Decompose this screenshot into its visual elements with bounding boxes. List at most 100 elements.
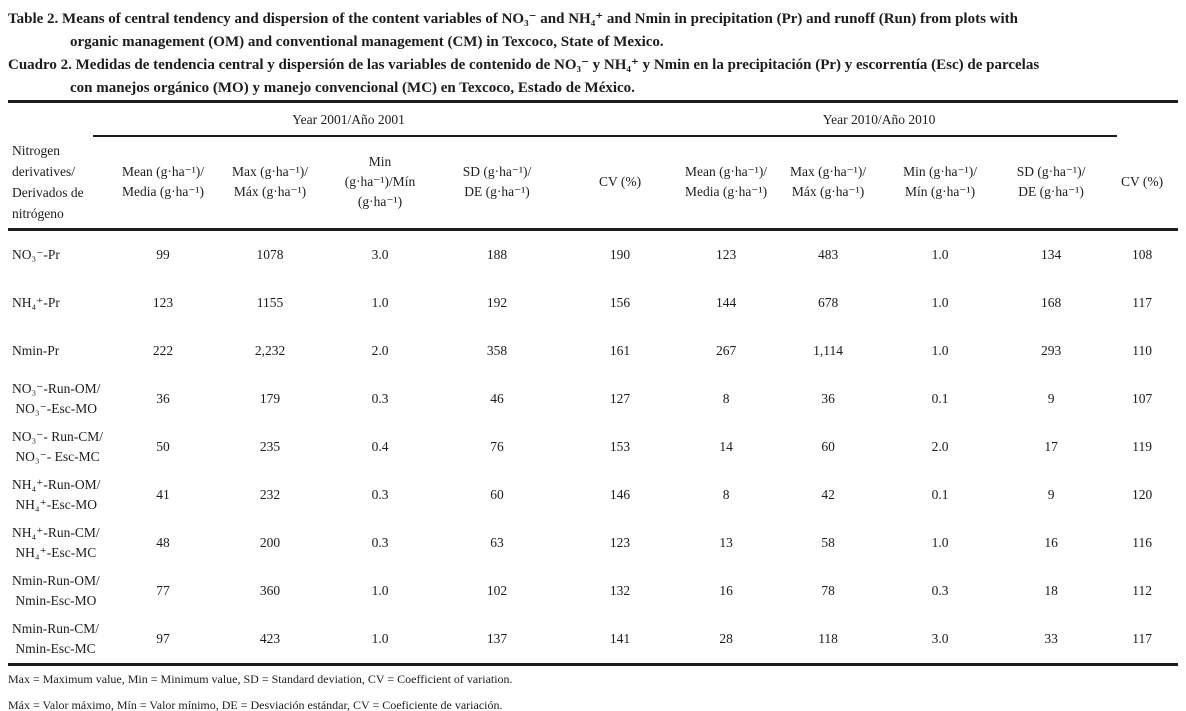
table-row: Nmin-Pr 222 2,232 2.0 358 161 267 1,114 … — [8, 327, 1178, 375]
value-cell: 77 — [156, 583, 170, 598]
value-cell: 146 — [609, 487, 631, 502]
column-header-max-2001: Max (g·ha⁻¹)/ Máx (g·ha⁻¹) — [214, 136, 326, 231]
value-cell: 16 — [719, 583, 733, 598]
value-cell: 36 — [821, 391, 835, 406]
year-header-row: Year 2001/Año 2001 Year 2010/Año 2010 — [8, 102, 1178, 137]
value-cell: 0.3 — [371, 487, 389, 502]
value-cell: 188 — [486, 247, 508, 262]
value-cell: 50 — [156, 439, 170, 454]
year-span-rule — [93, 135, 1117, 137]
value-cell: 360 — [259, 583, 281, 598]
value-cell: 76 — [490, 439, 504, 454]
caption-es-line-2: con manejos orgánico (MO) y manejo conve… — [70, 80, 635, 96]
value-cell: 192 — [486, 295, 508, 310]
corner-spacer — [8, 102, 112, 137]
table-row: NO₃⁻- Run-CM/ NO₃⁻- Esc-MC 50 235 0.4 76… — [8, 423, 1178, 471]
column-header-min-2001: Min (g·ha⁻¹)/Mín (g·ha⁻¹) — [326, 136, 434, 231]
value-cell: 117 — [1132, 295, 1152, 310]
value-cell: 119 — [1132, 439, 1152, 454]
value-cell: 58 — [821, 535, 835, 550]
value-cell: 222 — [152, 343, 174, 358]
column-header-min-2010: Min (g·ha⁻¹)/ Mín (g·ha⁻¹) — [884, 136, 997, 231]
value-cell: 3.0 — [931, 631, 949, 646]
value-cell: 112 — [1132, 583, 1152, 598]
value-cell: 1,114 — [813, 343, 843, 358]
value-cell: 28 — [719, 631, 733, 646]
value-cell: 13 — [719, 535, 733, 550]
value-cell: 33 — [1044, 631, 1058, 646]
table-row: NH₄⁺-Pr 123 1155 1.0 192 156 144 678 1.0… — [8, 279, 1178, 327]
value-cell: 179 — [259, 391, 281, 406]
value-cell: 168 — [1040, 295, 1062, 310]
footnote-es: Máx = Valor máximo, Mín = Valor mínimo, … — [8, 698, 503, 711]
value-cell: 123 — [715, 247, 737, 262]
value-cell: 2,232 — [254, 343, 286, 358]
table-row: NO₃⁻-Pr 99 1078 3.0 188 190 123 483 1.0 … — [8, 230, 1178, 280]
value-cell: 141 — [609, 631, 631, 646]
value-cell: 8 — [722, 391, 730, 406]
year-2001-header: Year 2001/Año 2001 — [292, 111, 405, 127]
column-header-cv-2010: CV (%) — [1106, 136, 1179, 231]
value-cell: 1.0 — [931, 295, 949, 310]
value-cell: 144 — [715, 295, 737, 310]
value-cell: 63 — [490, 535, 504, 550]
value-cell: 156 — [609, 295, 631, 310]
value-cell: 16 — [1044, 535, 1058, 550]
row-label: NO₃⁻-Run-OM/ NO₃⁻-Esc-MO — [12, 381, 101, 416]
value-cell: 46 — [490, 391, 504, 406]
table-caption: Table 2. Means of central tendency and d… — [8, 8, 1178, 100]
data-table: Year 2001/Año 2001 Year 2010/Año 2010 Ni… — [8, 100, 1179, 666]
column-header-mean-2010: Mean (g·ha⁻¹)/ Media (g·ha⁻¹) — [680, 136, 773, 231]
column-header-cv-2001: CV (%) — [560, 136, 681, 231]
row-label: NH₄⁺-Pr — [12, 295, 60, 310]
value-cell: 1.0 — [931, 535, 949, 550]
footnotes: Max = Maximum value, Min = Minimum value… — [8, 672, 1178, 711]
value-cell: 235 — [259, 439, 281, 454]
value-cell: 120 — [1131, 487, 1153, 502]
row-label: NH₄⁺-Run-CM/ NH₄⁺-Esc-MC — [12, 525, 100, 560]
row-label: Nmin-Run-CM/ Nmin-Esc-MC — [12, 621, 100, 656]
row-label: Nmin-Run-OM/ Nmin-Esc-MO — [12, 573, 100, 608]
value-cell: 36 — [156, 391, 170, 406]
value-cell: 132 — [609, 583, 631, 598]
value-cell: 0.1 — [931, 391, 949, 406]
value-cell: 41 — [156, 487, 170, 502]
value-cell: 153 — [609, 439, 631, 454]
value-cell: 0.1 — [931, 487, 949, 502]
table-row: Nmin-Run-OM/ Nmin-Esc-MO 77 360 1.0 102 … — [8, 567, 1178, 615]
value-cell: 1078 — [256, 247, 284, 262]
value-cell: 293 — [1040, 343, 1062, 358]
value-cell: 1155 — [256, 295, 284, 310]
value-cell: 9 — [1047, 487, 1055, 502]
value-cell: 116 — [1132, 535, 1152, 550]
table-row: NH₄⁺-Run-OM/ NH₄⁺-Esc-MO 41 232 0.3 60 1… — [8, 471, 1178, 519]
column-header-mean-2001: Mean (g·ha⁻¹)/ Media (g·ha⁻¹) — [112, 136, 214, 231]
value-cell: 2.0 — [931, 439, 949, 454]
value-cell: 60 — [821, 439, 835, 454]
row-label: NH₄⁺-Run-OM/ NH₄⁺-Esc-MO — [12, 477, 101, 512]
value-cell: 0.4 — [371, 439, 389, 454]
footnote-en: Max = Maximum value, Min = Minimum value… — [8, 672, 513, 686]
column-header-max-2010: Max (g·ha⁻¹)/ Máx (g·ha⁻¹) — [772, 136, 885, 231]
table-row: Nmin-Run-CM/ Nmin-Esc-MC 97 423 1.0 137 … — [8, 615, 1178, 665]
value-cell: 1.0 — [931, 343, 949, 358]
value-cell: 483 — [817, 247, 839, 262]
value-cell: 137 — [486, 631, 508, 646]
value-cell: 1.0 — [371, 583, 389, 598]
value-cell: 110 — [1132, 343, 1152, 358]
value-cell: 123 — [609, 535, 631, 550]
row-label: NO₃⁻-Pr — [12, 247, 60, 262]
caption-en-line-2: organic management (OM) and conventional… — [70, 34, 664, 50]
value-cell: 78 — [821, 583, 835, 598]
value-cell: 97 — [156, 631, 170, 646]
value-cell: 123 — [152, 295, 174, 310]
value-cell: 14 — [719, 439, 733, 454]
row-label: Nmin-Pr — [12, 343, 60, 358]
value-cell: 1.0 — [371, 295, 389, 310]
value-cell: 200 — [259, 535, 281, 550]
value-cell: 8 — [722, 487, 730, 502]
value-cell: 18 — [1044, 583, 1058, 598]
value-cell: 1.0 — [931, 247, 949, 262]
value-cell: 0.3 — [371, 391, 389, 406]
